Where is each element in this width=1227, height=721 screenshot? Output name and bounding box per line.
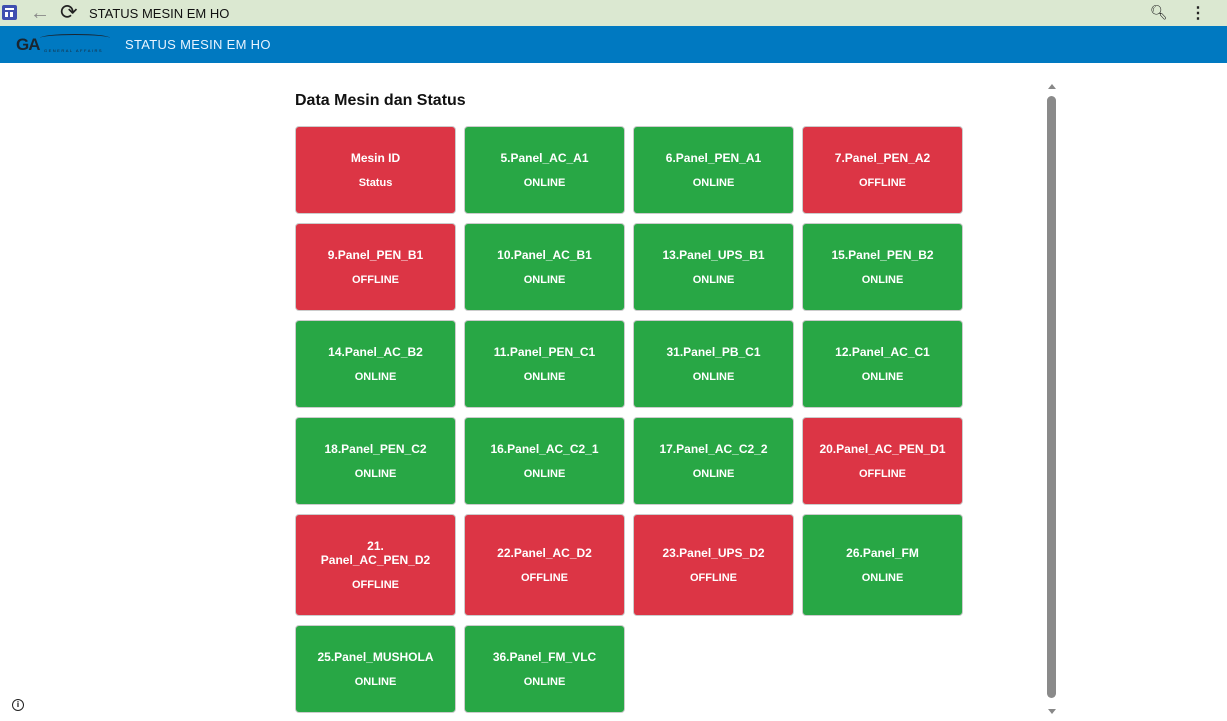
machine-id: 5.Panel_AC_A1 [500, 151, 589, 165]
machine-status: ONLINE [692, 371, 735, 383]
machine-card[interactable]: 12.Panel_AC_C1 ONLINE [802, 320, 963, 408]
page-title: Data Mesin dan Status [295, 92, 466, 109]
scrollbar[interactable] [1045, 82, 1059, 714]
machine-status: ONLINE [354, 371, 397, 383]
machine-card[interactable]: 17.Panel_AC_C2_2 ONLINE [633, 417, 794, 505]
app-header: GA GENERAL AFFAIRS STATUS MESIN EM HO [0, 26, 1227, 63]
scroll-down-icon[interactable] [1048, 709, 1056, 714]
scroll-up-icon[interactable] [1048, 84, 1056, 89]
machine-id: 21. Panel_AC_PEN_D2 [320, 539, 431, 567]
machine-card[interactable]: 9.Panel_PEN_B1 OFFLINE [295, 223, 456, 311]
machine-card[interactable]: 6.Panel_PEN_A1 ONLINE [633, 126, 794, 214]
back-arrow-icon[interactable]: ← [30, 2, 50, 24]
machine-id: 13.Panel_UPS_B1 [662, 248, 765, 262]
app-icon [2, 5, 17, 20]
more-menu-icon[interactable]: ⋮ [1190, 5, 1206, 22]
machine-card[interactable]: 36.Panel_FM_VLC ONLINE [464, 625, 625, 713]
machine-status: ONLINE [523, 371, 566, 383]
machine-card[interactable]: 14.Panel_AC_B2 ONLINE [295, 320, 456, 408]
machine-id: 12.Panel_AC_C1 [835, 345, 930, 359]
machine-status: ONLINE [692, 177, 735, 189]
machine-card[interactable]: 23.Panel_UPS_D2 OFFLINE [633, 514, 794, 616]
machine-card[interactable]: 10.Panel_AC_B1 ONLINE [464, 223, 625, 311]
logo-swoosh [40, 34, 110, 42]
machine-id: 9.Panel_PEN_B1 [327, 248, 424, 262]
machine-status: ONLINE [861, 572, 904, 584]
logo: GA [16, 35, 40, 54]
machine-status: ONLINE [692, 468, 735, 480]
machine-card[interactable]: 26.Panel_FM ONLINE [802, 514, 963, 616]
machine-status: ONLINE [354, 468, 397, 480]
machine-card[interactable]: 31.Panel_PB_C1 ONLINE [633, 320, 794, 408]
machine-status: OFFLINE [351, 274, 400, 286]
info-icon[interactable]: i [12, 699, 24, 711]
machine-status: ONLINE [354, 676, 397, 688]
machine-status: Status [358, 177, 393, 189]
machine-status: OFFLINE [689, 572, 738, 584]
machine-status: OFFLINE [858, 177, 907, 189]
main-content: Data Mesin dan Status Mesin ID Status 5.Pa… [295, 92, 963, 713]
machine-id: 7.Panel_PEN_A2 [834, 151, 931, 165]
machine-id: 11.Panel_PEN_C1 [493, 345, 596, 359]
machine-status: OFFLINE [858, 468, 907, 480]
machine-id: 10.Panel_AC_B1 [497, 248, 592, 262]
machine-id: 23.Panel_UPS_D2 [662, 546, 765, 560]
browser-toolbar: ← ⟳ STATUS MESIN EM HO 🔍︎ ⋮ [0, 0, 1227, 26]
machine-status: ONLINE [523, 676, 566, 688]
browser-title: STATUS MESIN EM HO [89, 6, 230, 21]
logo-subtitle: GENERAL AFFAIRS [44, 48, 104, 53]
machine-card[interactable]: Mesin ID Status [295, 126, 456, 214]
machine-status: ONLINE [523, 274, 566, 286]
machine-status: ONLINE [861, 371, 904, 383]
header-title: STATUS MESIN EM HO [125, 37, 271, 52]
machine-card[interactable]: 5.Panel_AC_A1 ONLINE [464, 126, 625, 214]
machine-id: 22.Panel_AC_D2 [497, 546, 592, 560]
reload-icon[interactable]: ⟳ [60, 1, 78, 24]
machine-card[interactable]: 11.Panel_PEN_C1 ONLINE [464, 320, 625, 408]
machine-status: ONLINE [861, 274, 904, 286]
machine-card[interactable]: 7.Panel_PEN_A2 OFFLINE [802, 126, 963, 214]
machine-id: 15.Panel_PEN_B2 [831, 248, 934, 262]
scrollbar-thumb[interactable] [1047, 96, 1056, 698]
machine-card[interactable]: 18.Panel_PEN_C2 ONLINE [295, 417, 456, 505]
machine-id: 16.Panel_AC_C2_1 [490, 442, 599, 456]
machine-id: 36.Panel_FM_VLC [492, 650, 597, 664]
zoom-icon[interactable]: 🔍︎ [1150, 4, 1168, 20]
machine-card[interactable]: 15.Panel_PEN_B2 ONLINE [802, 223, 963, 311]
machine-card[interactable]: 16.Panel_AC_C2_1 ONLINE [464, 417, 625, 505]
machine-id: 25.Panel_MUSHOLA [317, 650, 434, 664]
machine-card[interactable]: 21. Panel_AC_PEN_D2 OFFLINE [295, 514, 456, 616]
machine-id: 26.Panel_FM [846, 546, 919, 560]
machine-status: ONLINE [523, 468, 566, 480]
machine-card[interactable]: 20.Panel_AC_PEN_D1 OFFLINE [802, 417, 963, 505]
machine-status: OFFLINE [351, 579, 400, 591]
machine-card[interactable]: 22.Panel_AC_D2 OFFLINE [464, 514, 625, 616]
machine-status: OFFLINE [520, 572, 569, 584]
machine-status: ONLINE [692, 274, 735, 286]
machine-id: 6.Panel_PEN_A1 [665, 151, 762, 165]
machine-id: 14.Panel_AC_B2 [328, 345, 423, 359]
machine-status: ONLINE [523, 177, 566, 189]
machine-id: 20.Panel_AC_PEN_D1 [819, 442, 946, 456]
machine-id: 31.Panel_PB_C1 [666, 345, 761, 359]
machine-card[interactable]: 25.Panel_MUSHOLA ONLINE [295, 625, 456, 713]
machine-grid: Mesin ID Status 5.Panel_AC_A1 ONLINE 6.Panel… [295, 126, 963, 713]
machine-id: Mesin ID [350, 151, 401, 165]
machine-id: 17.Panel_AC_C2_2 [659, 442, 768, 456]
machine-id: 18.Panel_PEN_C2 [324, 442, 427, 456]
machine-card[interactable]: 13.Panel_UPS_B1 ONLINE [633, 223, 794, 311]
